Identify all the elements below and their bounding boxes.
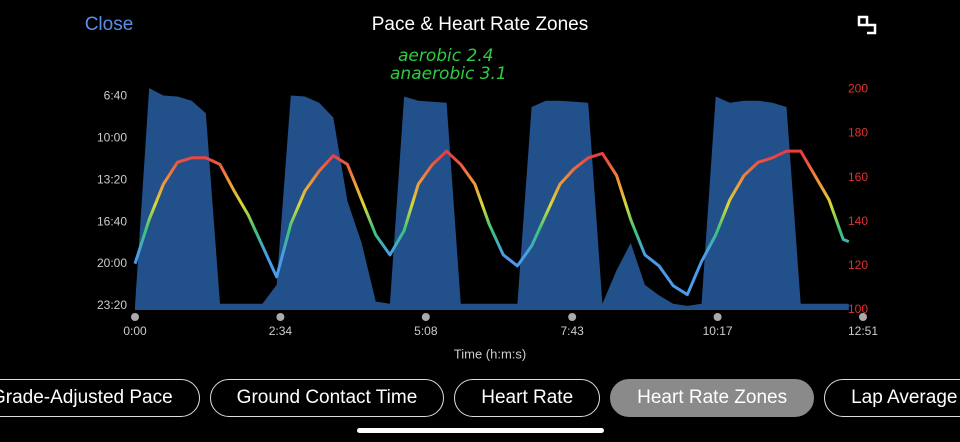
y2-tick-label: 160 bbox=[848, 170, 868, 184]
x-tick-dot bbox=[421, 313, 430, 321]
annotation: aerobic 2.4 bbox=[398, 46, 494, 66]
tab-button[interactable]: Heart Rate bbox=[454, 379, 601, 417]
y-tick-label: 20:00 bbox=[97, 256, 127, 270]
x-tick-label: 5:08 bbox=[414, 324, 438, 338]
y2-tick-label: 100 bbox=[848, 302, 868, 316]
x-tick-label: 0:00 bbox=[123, 324, 147, 338]
y-tick-label: 23:20 bbox=[97, 298, 127, 312]
annotation: anaerobic 3.1 bbox=[390, 64, 507, 84]
y2-tick-label: 140 bbox=[848, 214, 868, 228]
heart-rate-line bbox=[133, 149, 850, 297]
x-tick-label: 7:43 bbox=[560, 324, 584, 338]
x-tick-label: 12:51 bbox=[848, 324, 878, 338]
y2-tick-label: 200 bbox=[848, 82, 868, 96]
y-tick-label: 10:00 bbox=[97, 131, 127, 145]
x-axis-label: Time (h:m:s) bbox=[454, 346, 526, 361]
expand-icon[interactable] bbox=[857, 15, 877, 35]
y2-tick-label: 120 bbox=[848, 258, 868, 272]
home-indicator bbox=[357, 428, 604, 433]
tab-bar: Grade-Adjusted Pace Ground Contact Time He… bbox=[0, 379, 960, 417]
tab-button[interactable]: Heart Rate Zones bbox=[610, 379, 815, 417]
tab-button[interactable]: Lap Average Pace bbox=[824, 379, 960, 417]
x-tick-label: 10:17 bbox=[703, 324, 733, 338]
x-tick-dot bbox=[568, 313, 577, 321]
x-tick-dot bbox=[131, 313, 139, 321]
pace-area bbox=[135, 88, 849, 311]
x-tick-dot bbox=[713, 313, 722, 321]
y-tick-label: 16:40 bbox=[97, 214, 127, 228]
page-title: Pace & Heart Rate Zones bbox=[372, 14, 589, 35]
y-tick-label: 6:40 bbox=[104, 89, 128, 103]
x-tick-dot bbox=[276, 313, 285, 321]
tab-button[interactable]: Ground Contact Time bbox=[209, 379, 445, 417]
tab-button[interactable]: Grade-Adjusted Pace bbox=[0, 379, 200, 417]
x-tick-dot bbox=[859, 313, 867, 321]
y-tick-label: 13:20 bbox=[97, 172, 127, 186]
x-tick-label: 2:34 bbox=[269, 324, 293, 338]
y2-tick-label: 180 bbox=[848, 126, 868, 140]
close-button[interactable]: Close bbox=[85, 14, 134, 35]
